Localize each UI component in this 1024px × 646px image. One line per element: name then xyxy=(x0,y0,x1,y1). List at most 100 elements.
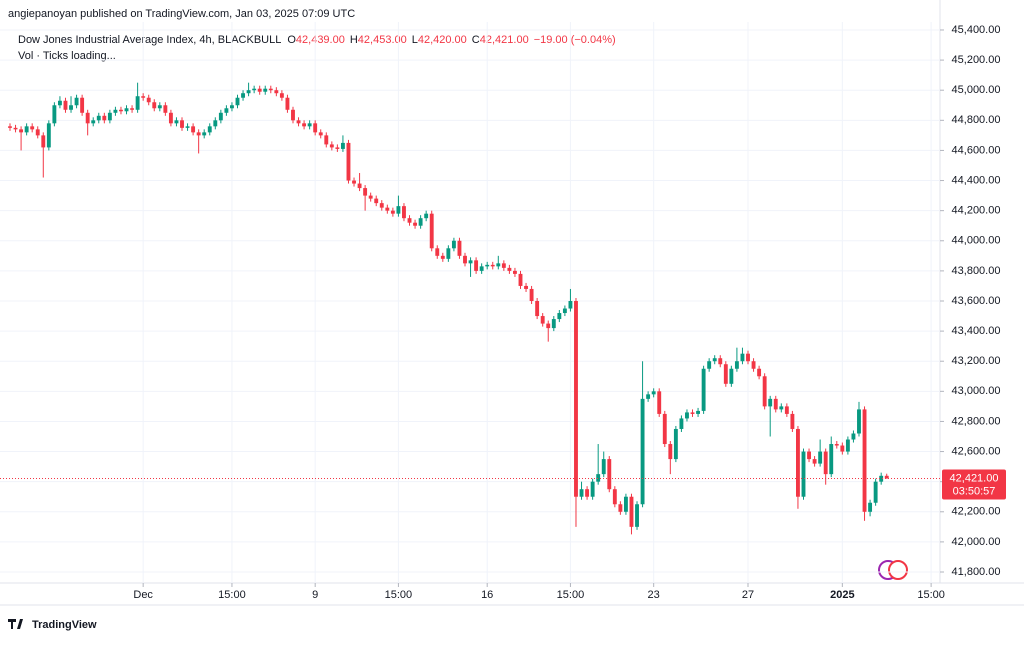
y-tick-label: 42,200.00 xyxy=(952,506,1001,518)
candle-body xyxy=(446,248,451,259)
candle-body xyxy=(734,361,739,369)
candle-body xyxy=(685,412,689,419)
candle-body xyxy=(879,475,884,482)
candle-body xyxy=(402,206,406,219)
last-price-label: 42,421.00 xyxy=(950,472,999,484)
candle-body xyxy=(868,502,873,512)
x-tick-label: 9 xyxy=(312,589,318,601)
candle-body xyxy=(651,391,656,395)
candle-body xyxy=(762,376,767,407)
candle-body xyxy=(551,319,556,329)
candle-body xyxy=(640,398,645,505)
candle-body xyxy=(690,412,695,414)
candle-body xyxy=(241,93,245,98)
candle-body xyxy=(773,398,778,410)
x-tick-label: 16 xyxy=(481,589,493,601)
candle-body xyxy=(740,353,745,362)
candle-body xyxy=(557,313,562,320)
candle-body xyxy=(379,203,384,208)
candle-body xyxy=(285,97,290,110)
candle-body xyxy=(440,255,445,259)
candle-body xyxy=(818,451,823,464)
candle-body xyxy=(673,428,678,460)
candle-body xyxy=(635,504,639,527)
candle-body xyxy=(57,100,62,106)
x-tick-label: 15:00 xyxy=(917,589,945,601)
candle-body xyxy=(91,120,96,124)
candle-body xyxy=(252,88,257,91)
candle-body xyxy=(696,410,701,414)
candle-body xyxy=(884,475,889,479)
candle-body xyxy=(180,120,184,128)
candle-body xyxy=(390,210,395,214)
candle-body xyxy=(873,481,878,503)
candle-body xyxy=(313,123,318,133)
candle-body xyxy=(141,96,146,98)
candle-body xyxy=(662,413,667,445)
candle-body xyxy=(19,129,24,133)
candle-body xyxy=(768,398,773,407)
candle-body xyxy=(585,489,590,497)
candle-body xyxy=(707,361,712,369)
candle-body xyxy=(413,222,418,226)
y-tick-label: 44,400.00 xyxy=(952,174,1001,186)
candle-body xyxy=(507,267,512,271)
x-tick-label: Dec xyxy=(133,589,153,601)
candle-body xyxy=(746,353,750,362)
candle-body xyxy=(784,406,789,414)
candle-body xyxy=(202,132,207,136)
candle-body xyxy=(646,394,651,399)
candle-body xyxy=(318,132,323,136)
candle-body xyxy=(568,300,573,309)
last-price-box xyxy=(942,469,1006,500)
candle-body xyxy=(801,451,806,497)
candle-body xyxy=(52,105,57,124)
candle-body xyxy=(845,439,850,452)
candle-body xyxy=(723,364,728,384)
candle-body xyxy=(185,126,190,128)
candle-body xyxy=(812,459,817,464)
candle-body xyxy=(80,97,85,113)
y-tick-label: 44,600.00 xyxy=(952,144,1001,156)
candle-body xyxy=(729,368,734,384)
candle-body xyxy=(218,112,223,121)
x-tick-label: 15:00 xyxy=(218,589,246,601)
candle-body xyxy=(496,263,501,267)
candle-body xyxy=(291,109,295,121)
candle-body xyxy=(152,102,157,109)
candle-body xyxy=(230,105,234,109)
candle-body xyxy=(324,135,329,145)
candle-body xyxy=(196,132,201,136)
candle-body xyxy=(607,459,612,490)
candle-body xyxy=(562,308,567,314)
publisher: angiepanoyan published on TradingView.co… xyxy=(8,8,355,20)
candle-body xyxy=(618,504,623,512)
candle-body xyxy=(612,489,617,505)
candle-body xyxy=(834,444,839,446)
x-tick-label: 27 xyxy=(742,589,754,601)
candle-body xyxy=(85,112,90,124)
candle-body xyxy=(751,361,756,369)
candle-body xyxy=(501,263,506,268)
candle-body xyxy=(130,108,135,110)
legend-value: 42,421.00 xyxy=(480,34,529,46)
legend-key: O xyxy=(287,34,296,46)
flags xyxy=(878,560,908,580)
candle-body xyxy=(329,144,334,148)
candle-body xyxy=(574,300,578,497)
y-tick-label: 43,600.00 xyxy=(952,295,1001,307)
x-tick-label: 23 xyxy=(648,589,660,601)
y-tick-label: 43,400.00 xyxy=(952,325,1001,337)
candle-body xyxy=(435,248,440,256)
candle-body xyxy=(63,100,68,110)
candle-body xyxy=(796,428,800,497)
candle-body xyxy=(246,90,251,94)
legend-value: 42,439.00 xyxy=(296,34,345,46)
candle-body xyxy=(213,120,218,127)
candle-body xyxy=(168,112,173,124)
candle-body xyxy=(207,126,212,133)
legend-value: 42,453.00 xyxy=(358,34,407,46)
candle-body xyxy=(24,126,29,133)
candle-body xyxy=(490,264,495,267)
